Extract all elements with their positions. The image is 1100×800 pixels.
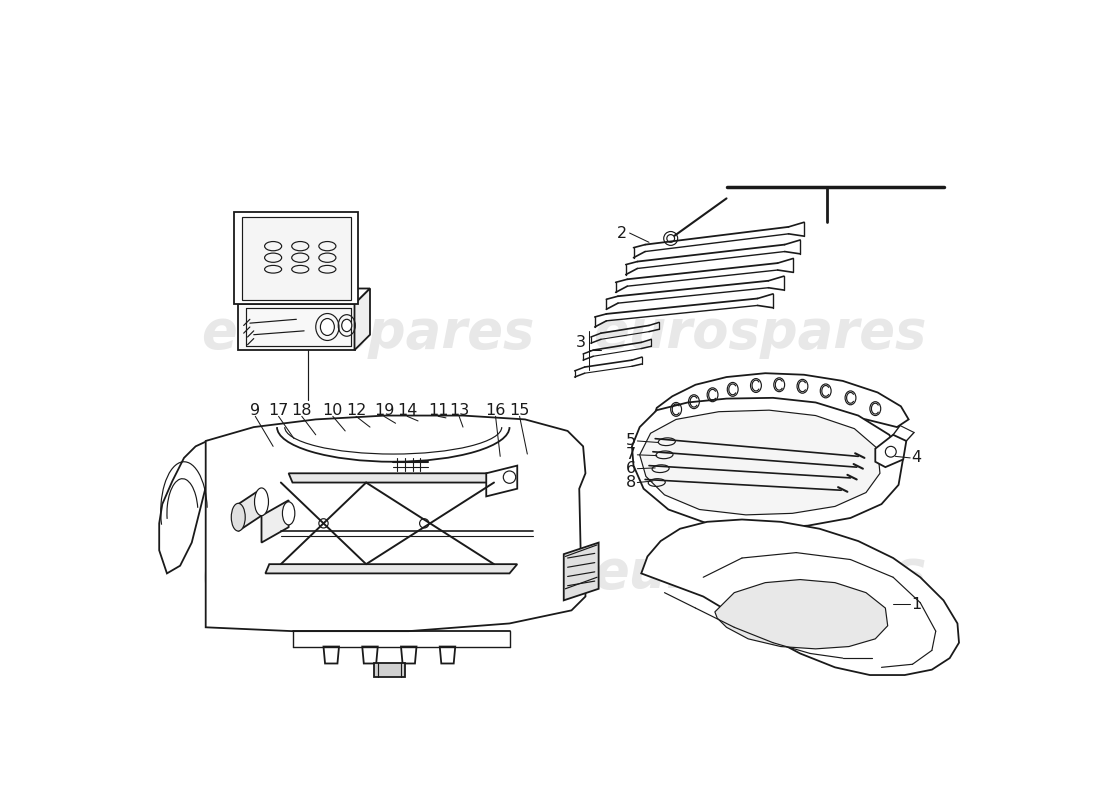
Text: 16: 16	[485, 402, 506, 418]
Polygon shape	[234, 211, 359, 304]
Polygon shape	[206, 415, 585, 631]
Ellipse shape	[231, 503, 245, 531]
Polygon shape	[653, 373, 909, 427]
Text: 4: 4	[911, 450, 922, 466]
Polygon shape	[715, 579, 888, 649]
Polygon shape	[631, 398, 903, 529]
Text: 9: 9	[250, 402, 261, 418]
Text: 13: 13	[449, 402, 470, 418]
Polygon shape	[440, 646, 455, 663]
Text: 3: 3	[575, 335, 586, 350]
Text: 11: 11	[428, 402, 449, 418]
Polygon shape	[265, 564, 517, 574]
Text: 5: 5	[626, 434, 636, 449]
Text: 18: 18	[292, 402, 312, 418]
Text: eurospares: eurospares	[201, 307, 535, 359]
Text: 6: 6	[626, 461, 636, 476]
Polygon shape	[876, 435, 906, 467]
Text: 19: 19	[374, 402, 394, 418]
Text: 14: 14	[397, 402, 417, 418]
Polygon shape	[640, 410, 880, 515]
Polygon shape	[239, 489, 262, 531]
Polygon shape	[486, 466, 517, 496]
Text: 8: 8	[626, 475, 636, 490]
Polygon shape	[402, 646, 417, 663]
Text: eurospares: eurospares	[593, 547, 926, 599]
Polygon shape	[239, 289, 370, 304]
Polygon shape	[354, 289, 370, 350]
Text: 15: 15	[509, 402, 530, 418]
Polygon shape	[641, 519, 959, 675]
Polygon shape	[242, 217, 351, 300]
Ellipse shape	[667, 234, 674, 242]
Text: 1: 1	[911, 597, 922, 612]
Ellipse shape	[320, 318, 334, 335]
Text: 2: 2	[617, 226, 627, 241]
Polygon shape	[563, 542, 598, 600]
Text: eurospares: eurospares	[593, 307, 926, 359]
Polygon shape	[323, 646, 339, 663]
Polygon shape	[239, 304, 354, 350]
Polygon shape	[262, 500, 288, 542]
Text: 12: 12	[345, 402, 366, 418]
Polygon shape	[362, 646, 377, 663]
Polygon shape	[160, 441, 211, 574]
Polygon shape	[288, 474, 498, 482]
Text: 10: 10	[322, 402, 343, 418]
Ellipse shape	[254, 488, 268, 516]
Text: eurospares: eurospares	[201, 547, 535, 599]
Text: 17: 17	[268, 402, 288, 418]
Ellipse shape	[342, 319, 352, 332]
Polygon shape	[374, 663, 405, 678]
Text: 7: 7	[626, 447, 636, 462]
Ellipse shape	[283, 502, 295, 525]
